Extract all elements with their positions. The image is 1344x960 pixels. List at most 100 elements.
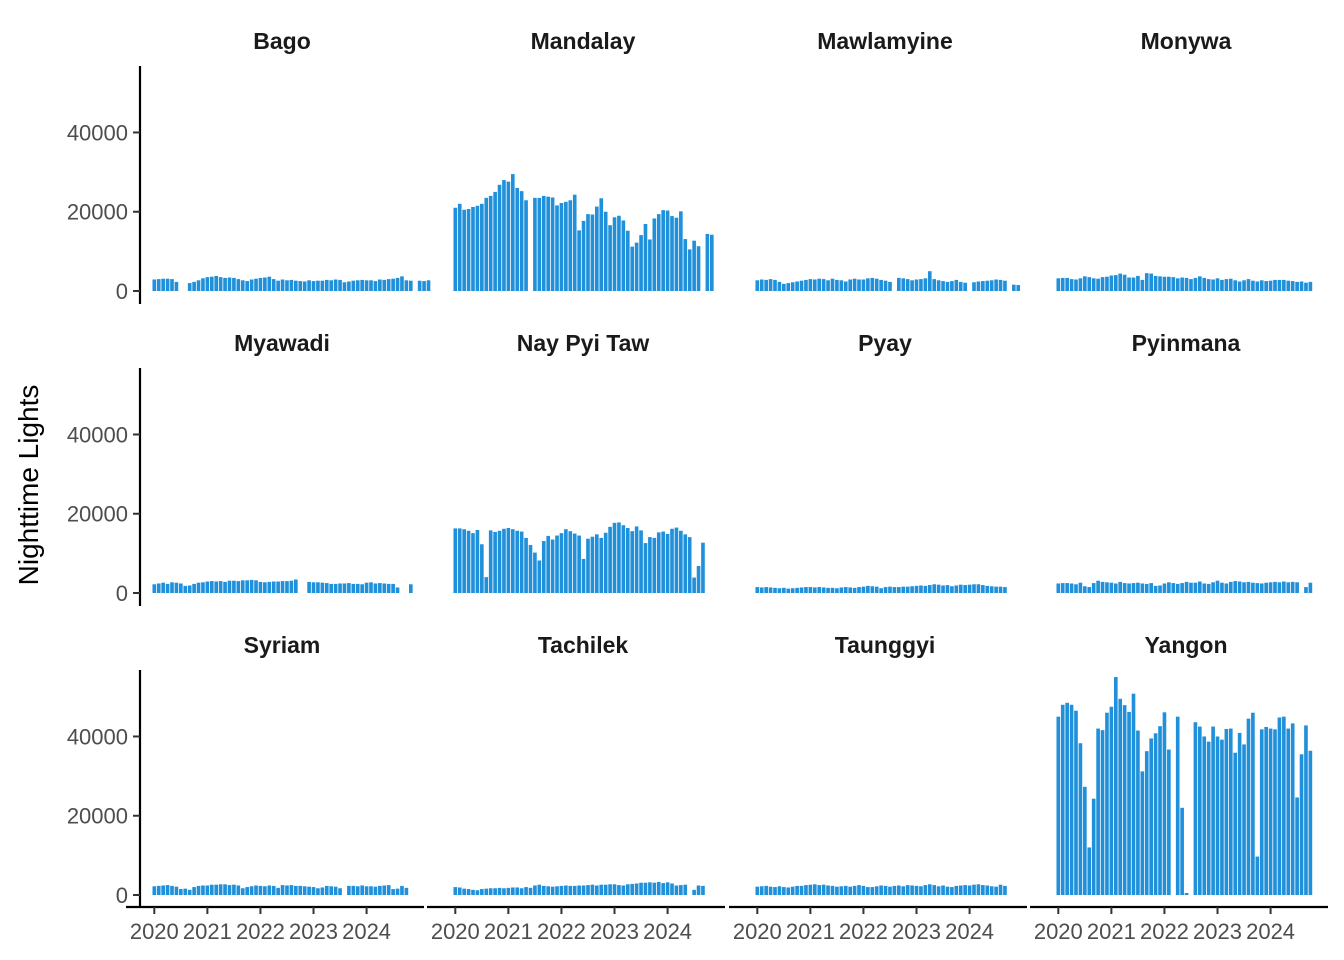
bar (502, 180, 506, 291)
bar (581, 558, 586, 593)
bar (910, 885, 914, 895)
bar (1228, 278, 1233, 291)
bar (817, 885, 822, 895)
bar (409, 584, 413, 593)
bar (369, 582, 373, 593)
bar (298, 281, 303, 291)
bar (768, 587, 773, 593)
bar (400, 276, 404, 291)
bar (258, 277, 263, 291)
bar (355, 280, 360, 291)
bar (648, 239, 652, 291)
bar (1069, 704, 1074, 895)
bar (404, 887, 409, 895)
bar (369, 280, 373, 291)
bar (656, 214, 661, 291)
bar (1109, 706, 1114, 895)
bar (599, 198, 604, 291)
bar (1096, 278, 1100, 291)
bar (764, 279, 768, 291)
bar (1078, 278, 1083, 291)
bar (927, 585, 932, 593)
bar (989, 280, 994, 291)
bar (271, 279, 276, 291)
bar (808, 279, 813, 291)
bar (661, 531, 665, 593)
bar (493, 531, 497, 593)
bar (267, 276, 272, 291)
y-tick-label: 40000 (67, 120, 128, 145)
bar (232, 277, 236, 291)
bar (710, 234, 714, 291)
bar (621, 885, 626, 895)
bar (1202, 277, 1207, 291)
bar (258, 885, 263, 895)
bar (892, 885, 897, 895)
y-tick-label: 20000 (67, 502, 128, 527)
bar (1105, 276, 1109, 291)
bar (1206, 279, 1211, 291)
bar (586, 214, 590, 291)
bar (941, 885, 945, 895)
bar (617, 522, 621, 593)
bar (879, 885, 883, 895)
bar (417, 280, 422, 291)
bar (981, 281, 985, 291)
bar (395, 888, 400, 895)
bar (857, 279, 861, 291)
bar (599, 884, 604, 895)
bar (196, 280, 201, 291)
bar (324, 583, 329, 593)
y-tick-label: 40000 (67, 422, 128, 447)
bar (821, 279, 826, 291)
panel-myawadi: Myawadi 0 20000 40000 (67, 330, 413, 606)
bar (506, 181, 511, 291)
bar (1012, 284, 1016, 291)
bar (1308, 281, 1313, 291)
bar (205, 885, 210, 895)
bar (599, 537, 604, 593)
bar (808, 884, 813, 895)
bar (568, 200, 573, 291)
bar (1153, 275, 1158, 291)
bar (1282, 581, 1286, 593)
bar (152, 584, 157, 593)
bar (214, 884, 219, 895)
bar (777, 588, 782, 593)
bar (271, 885, 276, 895)
bar (879, 588, 883, 593)
bar (972, 584, 976, 593)
bar (1299, 754, 1304, 895)
bar (1198, 276, 1202, 291)
bar (400, 885, 404, 895)
bar (179, 583, 183, 593)
bar (1091, 798, 1096, 895)
bar (705, 233, 710, 291)
bar (1069, 279, 1074, 291)
bar (1268, 728, 1273, 895)
bar (919, 279, 923, 291)
bar (223, 884, 227, 895)
bar (1251, 712, 1255, 895)
bar (812, 884, 817, 895)
panel-mandalay: Mandalay (453, 28, 714, 291)
bar (1118, 273, 1123, 291)
bar (826, 885, 830, 895)
bar (378, 279, 382, 291)
bar (351, 583, 356, 593)
bar (1189, 279, 1193, 291)
bar (625, 230, 630, 291)
bar (1184, 277, 1189, 291)
bar (453, 207, 458, 291)
bar (537, 884, 542, 895)
bar (1153, 585, 1158, 593)
bar (985, 280, 990, 291)
bar (245, 580, 249, 593)
bar (165, 583, 170, 593)
bar (214, 581, 219, 593)
bar (1189, 582, 1193, 593)
bar (528, 545, 533, 593)
bar (1215, 736, 1220, 895)
bar (630, 883, 635, 895)
bar (1286, 582, 1291, 593)
